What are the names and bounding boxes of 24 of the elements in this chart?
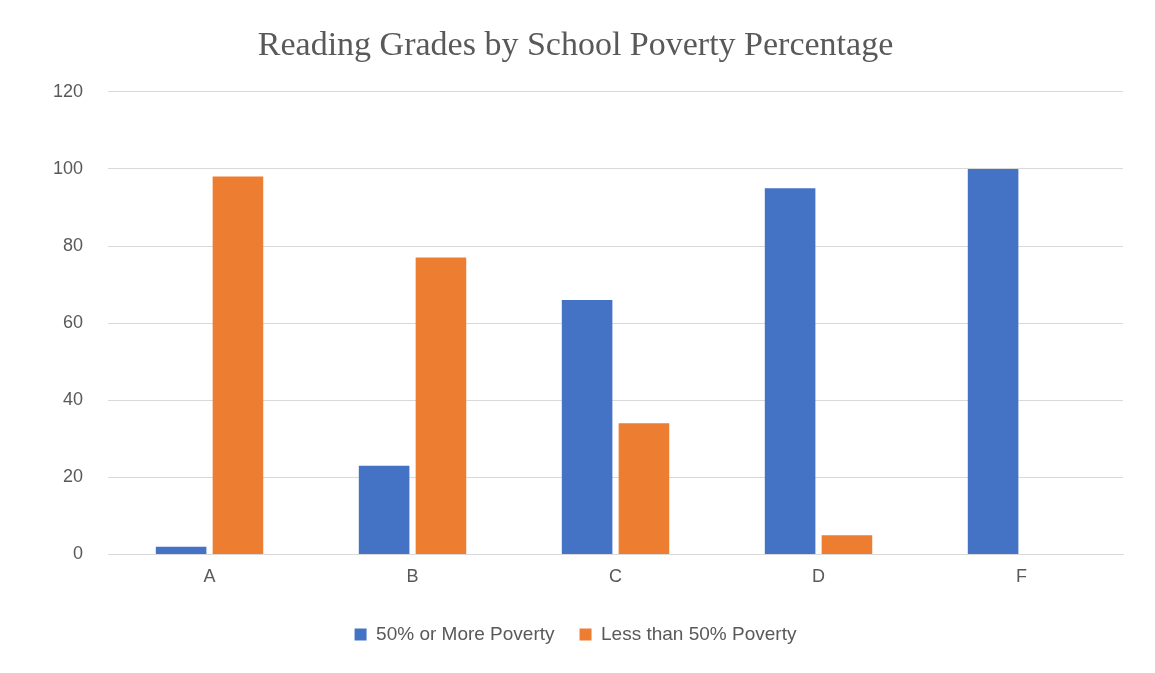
bar: [415, 257, 467, 554]
y-tick-label: 100: [52, 157, 84, 178]
x-tick-label: C: [609, 566, 623, 587]
x-tick-label: A: [203, 566, 216, 587]
x-tick-label: F: [1016, 566, 1027, 587]
y-tick-label: 60: [63, 312, 84, 333]
x-tick-label: B: [406, 566, 419, 587]
bar: [618, 423, 670, 554]
bar: [358, 465, 410, 554]
x-tick-label: D: [812, 566, 826, 587]
y-tick-label: 20: [63, 466, 84, 487]
bar: [821, 535, 873, 554]
y-tick-label: 120: [52, 80, 84, 101]
legend-label: 50% or More Poverty: [376, 622, 556, 644]
chart-title: Reading Grades by School Poverty Percentage: [257, 25, 894, 63]
bar: [967, 168, 1019, 554]
y-tick-label: 80: [63, 234, 84, 255]
bar: [212, 176, 264, 554]
bar: [764, 188, 816, 554]
y-tick-label: 40: [63, 389, 84, 410]
bar: [155, 546, 207, 554]
bar: [561, 299, 613, 554]
y-tick-label: 0: [73, 543, 84, 564]
legend-label: Less than 50% Poverty: [601, 622, 797, 644]
